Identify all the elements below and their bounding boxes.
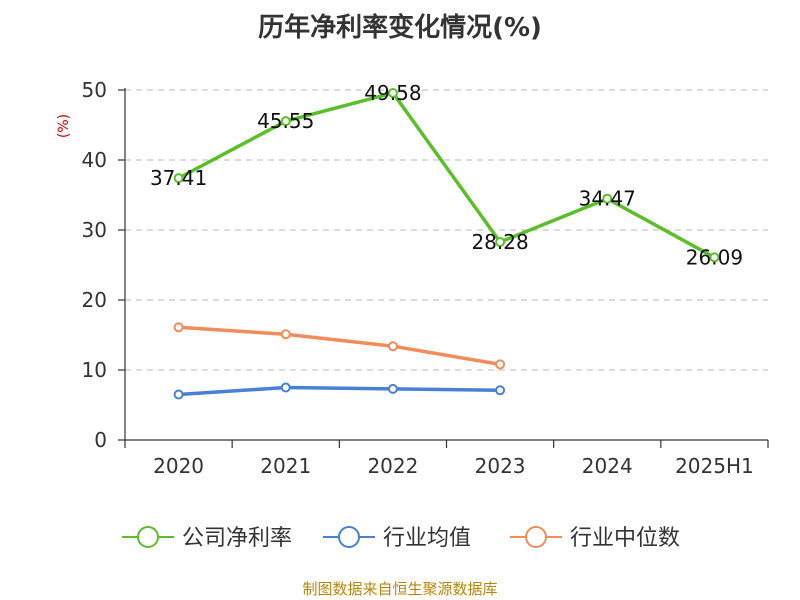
x-tick-label: 2020 [153, 454, 204, 478]
data-point[interactable] [280, 116, 291, 127]
y-tick-label: 10 [82, 358, 107, 382]
data-point[interactable] [495, 385, 506, 396]
legend-marker-circle[interactable] [525, 526, 547, 548]
data-point[interactable] [280, 329, 291, 340]
y-axis-label: (%) [56, 114, 72, 138]
data-point[interactable] [173, 389, 184, 400]
data-point[interactable] [709, 252, 720, 263]
series-line [176, 325, 502, 367]
y-tick-label: 30 [82, 218, 107, 242]
data-label: 45.55 [257, 109, 314, 133]
axes: 0 10 20 30 40 50 2020 2021 2022 2023 2024 2025H1 [82, 78, 769, 478]
x-tick-label: 2022 [367, 454, 418, 478]
y-tick-label: 20 [82, 288, 107, 312]
y-tick-label: 0 [94, 428, 107, 452]
legend-marker-circle[interactable] [137, 526, 159, 548]
series-group: 37.41 45.55 49.58 28.28 34.47 26.09 [150, 81, 743, 400]
data-label: 34.47 [579, 187, 636, 211]
data-label: 49.58 [364, 81, 421, 105]
data-point[interactable] [387, 341, 398, 352]
data-point[interactable] [495, 237, 506, 248]
chart-title: 历年净利率变化情况(%) [258, 12, 542, 43]
legend-label[interactable]: 行业均值 [383, 526, 471, 551]
series-line [176, 385, 502, 397]
data-label: 28.28 [471, 230, 528, 254]
legend-marker-circle[interactable] [338, 526, 360, 548]
gridlines [125, 89, 768, 371]
data-label: 26.09 [686, 245, 743, 269]
y-tick-label: 40 [82, 148, 107, 172]
data-point[interactable] [387, 87, 398, 98]
data-point[interactable] [602, 193, 613, 204]
data-label: 37.41 [150, 166, 207, 190]
data-point[interactable] [173, 173, 184, 184]
data-point[interactable] [387, 383, 398, 394]
x-tick-label: 2021 [260, 454, 311, 478]
data-point[interactable] [495, 359, 506, 370]
x-tick-label: 2023 [475, 454, 526, 478]
data-point[interactable] [280, 382, 291, 393]
y-tick-label: 50 [82, 78, 107, 102]
x-tick-label: 2025H1 [675, 454, 754, 478]
data-point[interactable] [173, 322, 184, 333]
legend-label[interactable]: 行业中位数 [570, 526, 680, 551]
legend-label[interactable]: 公司净利率 [182, 526, 292, 551]
source-note: 制图数据来自恒生聚源数据库 [302, 580, 497, 598]
x-tick-label: 2024 [582, 454, 633, 478]
series-line [176, 91, 717, 260]
legend[interactable]: 公司净利率 行业均值 行业中位数 [122, 526, 680, 551]
